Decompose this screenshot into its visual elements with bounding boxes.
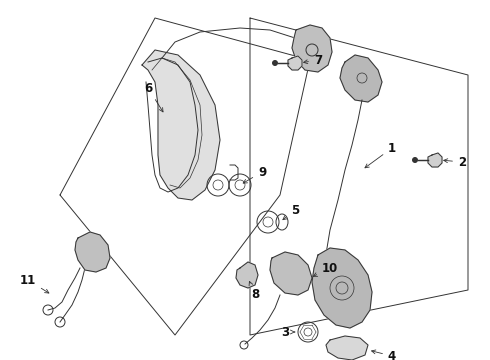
Polygon shape xyxy=(312,248,372,328)
Polygon shape xyxy=(340,55,382,102)
Polygon shape xyxy=(270,252,312,295)
Text: 10: 10 xyxy=(313,261,338,276)
Polygon shape xyxy=(326,336,368,360)
Text: 5: 5 xyxy=(283,203,299,220)
Text: 7: 7 xyxy=(304,54,322,67)
Text: 9: 9 xyxy=(243,166,266,183)
Polygon shape xyxy=(428,153,442,167)
Circle shape xyxy=(412,157,418,163)
Circle shape xyxy=(272,60,278,66)
Text: 3: 3 xyxy=(281,325,294,338)
Text: 4: 4 xyxy=(371,350,396,360)
Text: 1: 1 xyxy=(365,141,396,168)
Text: 8: 8 xyxy=(249,282,259,302)
Text: 2: 2 xyxy=(444,156,466,168)
Polygon shape xyxy=(292,25,332,72)
Polygon shape xyxy=(236,262,258,288)
Polygon shape xyxy=(288,56,302,70)
Text: 6: 6 xyxy=(144,81,163,112)
Polygon shape xyxy=(75,232,110,272)
Polygon shape xyxy=(142,50,220,200)
Text: 11: 11 xyxy=(20,274,49,293)
